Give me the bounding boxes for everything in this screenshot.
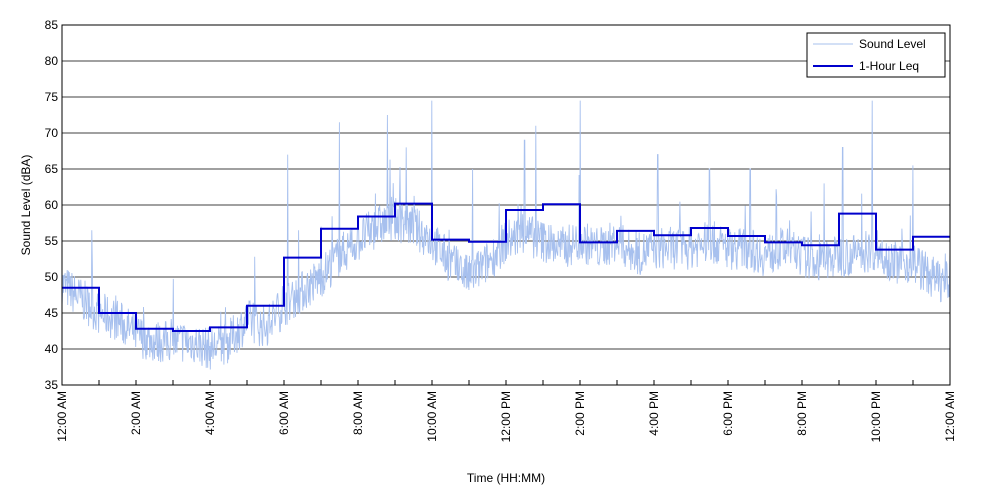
x-tick-label-22: 10:00 PM bbox=[869, 391, 883, 442]
x-tick-label-8: 8:00 AM bbox=[351, 391, 365, 435]
y-tick-label-75: 75 bbox=[45, 90, 59, 104]
leq-series bbox=[62, 202, 950, 332]
x-tick-label-16: 4:00 PM bbox=[647, 391, 661, 436]
x-axis-title: Time (HH:MM) bbox=[467, 471, 545, 485]
legend-box bbox=[806, 32, 946, 78]
x-tick-label-18: 6:00 PM bbox=[721, 391, 735, 436]
y-tick-label-35: 35 bbox=[45, 378, 59, 392]
x-axis-ticks: 12:00 AM 2:00 AM 4:00 AM 6:00 AM 8:00 AM 10:0… bbox=[55, 380, 957, 442]
y-tick-label-55: 55 bbox=[45, 234, 59, 248]
y-tick-label-80: 80 bbox=[45, 54, 59, 68]
legend-label-sound-level: Sound Level bbox=[859, 37, 926, 51]
x-tick-label-0: 12:00 AM bbox=[55, 391, 69, 442]
leq-step-line bbox=[62, 202, 950, 332]
y-tick-label-45: 45 bbox=[45, 306, 59, 320]
y-tick-label-60: 60 bbox=[45, 198, 59, 212]
legend: Sound Level 1-Hour Leq bbox=[806, 32, 946, 78]
y-tick-label-65: 65 bbox=[45, 162, 59, 176]
y-axis-title: Sound Level (dBA) bbox=[19, 155, 33, 256]
x-tick-label-12: 12:00 PM bbox=[499, 391, 513, 442]
x-tick-label-24: 12:00 AM bbox=[943, 391, 957, 442]
y-tick-label-70: 70 bbox=[45, 126, 59, 140]
y-tick-label-50: 50 bbox=[45, 270, 59, 284]
y-tick-label-85: 85 bbox=[45, 18, 59, 32]
y-tick-label-40: 40 bbox=[45, 342, 59, 356]
x-tick-label-6: 6:00 AM bbox=[277, 391, 291, 435]
x-tick-label-14: 2:00 PM bbox=[573, 391, 587, 436]
legend-label-leq: 1-Hour Leq bbox=[859, 59, 919, 73]
x-tick-label-2: 2:00 AM bbox=[129, 391, 143, 435]
x-tick-label-10: 10:00 AM bbox=[425, 391, 439, 442]
y-axis-ticks: 35 40 45 50 55 60 65 70 75 80 85 bbox=[45, 18, 59, 392]
x-tick-label-20: 8:00 PM bbox=[795, 391, 809, 436]
x-tick-label-4: 4:00 AM bbox=[203, 391, 217, 435]
